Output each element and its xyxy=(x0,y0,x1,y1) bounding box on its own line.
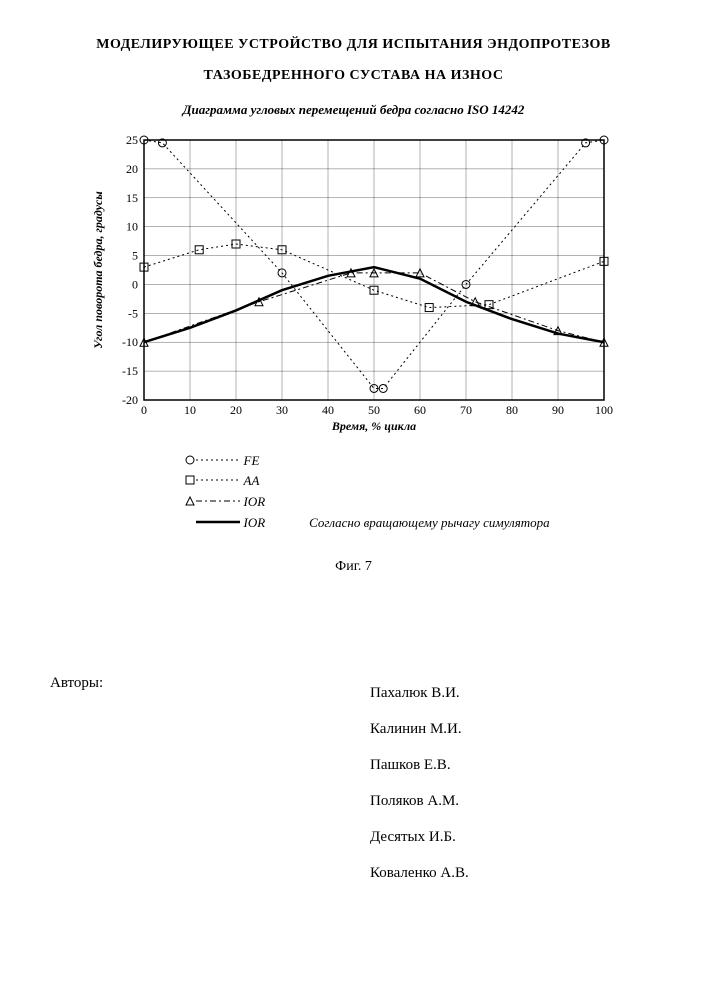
title-line-1: МОДЕЛИРУЮЩЕЕ УСТРОЙСТВО ДЛЯ ИСПЫТАНИЯ ЭН… xyxy=(50,30,657,61)
figure-caption: Фиг. 7 xyxy=(50,559,657,575)
svg-text:70: 70 xyxy=(460,403,472,417)
svg-text:25: 25 xyxy=(126,133,138,147)
legend-swatch xyxy=(184,492,244,510)
authors-list: Пахалюк В.И.Калинин М.И.Пашков Е.В.Поляк… xyxy=(370,675,469,891)
svg-text:40: 40 xyxy=(322,403,334,417)
document-title: МОДЕЛИРУЮЩЕЕ УСТРОЙСТВО ДЛЯ ИСПЫТАНИЯ ЭН… xyxy=(50,30,657,92)
svg-text:20: 20 xyxy=(126,161,138,175)
svg-text:0: 0 xyxy=(141,403,147,417)
author-name: Десятых И.Б. xyxy=(370,819,469,855)
svg-text:-10: -10 xyxy=(122,335,138,349)
svg-text:50: 50 xyxy=(368,403,380,417)
legend-swatch xyxy=(184,471,244,489)
authors-label: Авторы: xyxy=(50,675,370,891)
svg-text:-20: -20 xyxy=(122,393,138,407)
svg-text:30: 30 xyxy=(276,403,288,417)
legend-item: FE xyxy=(184,451,634,472)
chart-title: Диаграмма угловых перемещений бедра согл… xyxy=(74,102,634,118)
author-name: Коваленко А.В. xyxy=(370,855,469,891)
svg-text:0: 0 xyxy=(132,277,138,291)
angular-displacement-chart: 0 10 20 30 40 50 60 70 80 90 100 -20 -15 -10 -5 0 5 10 15 2… xyxy=(74,120,634,440)
svg-text:Время, % цикла: Время, % цикла xyxy=(330,419,415,433)
legend-label: FE xyxy=(244,451,260,472)
title-line-2: ТАЗОБЕДРЕННОГО СУСТАВА НА ИЗНОС xyxy=(50,61,657,92)
chart-legend: FEAAIORIORСогласно вращающему рычагу сим… xyxy=(184,451,634,534)
svg-text:90: 90 xyxy=(552,403,564,417)
svg-text:80: 80 xyxy=(506,403,518,417)
legend-label: IOR xyxy=(244,492,266,513)
svg-text:Угол поворота бедра, градусы: Угол поворота бедра, градусы xyxy=(91,191,105,348)
svg-text:15: 15 xyxy=(126,190,138,204)
legend-note: Согласно вращающему рычагу симулятора xyxy=(309,513,550,534)
legend-label: IOR xyxy=(244,513,266,534)
svg-text:20: 20 xyxy=(230,403,242,417)
svg-text:5: 5 xyxy=(132,248,138,262)
legend-item: AA xyxy=(184,471,634,492)
author-name: Пашков Е.В. xyxy=(370,747,469,783)
svg-text:60: 60 xyxy=(414,403,426,417)
legend-swatch xyxy=(184,513,244,531)
chart-container: Диаграмма угловых перемещений бедра согл… xyxy=(74,102,634,534)
author-name: Пахалюк В.И. xyxy=(370,675,469,711)
svg-text:10: 10 xyxy=(184,403,196,417)
author-name: Калинин М.И. xyxy=(370,711,469,747)
svg-text:10: 10 xyxy=(126,219,138,233)
legend-item: IOR Согласно вращающему рычагу симулятора xyxy=(184,513,634,534)
authors-block: Авторы: Пахалюк В.И.Калинин М.И.Пашков Е… xyxy=(50,675,657,891)
legend-label: AA xyxy=(244,471,260,492)
legend-item: IOR xyxy=(184,492,634,513)
page: МОДЕЛИРУЮЩЕЕ УСТРОЙСТВО ДЛЯ ИСПЫТАНИЯ ЭН… xyxy=(0,0,707,1000)
svg-text:-15: -15 xyxy=(122,364,138,378)
author-name: Поляков А.М. xyxy=(370,783,469,819)
legend-swatch xyxy=(184,451,244,469)
svg-text:-5: -5 xyxy=(128,306,138,320)
svg-text:100: 100 xyxy=(595,403,613,417)
